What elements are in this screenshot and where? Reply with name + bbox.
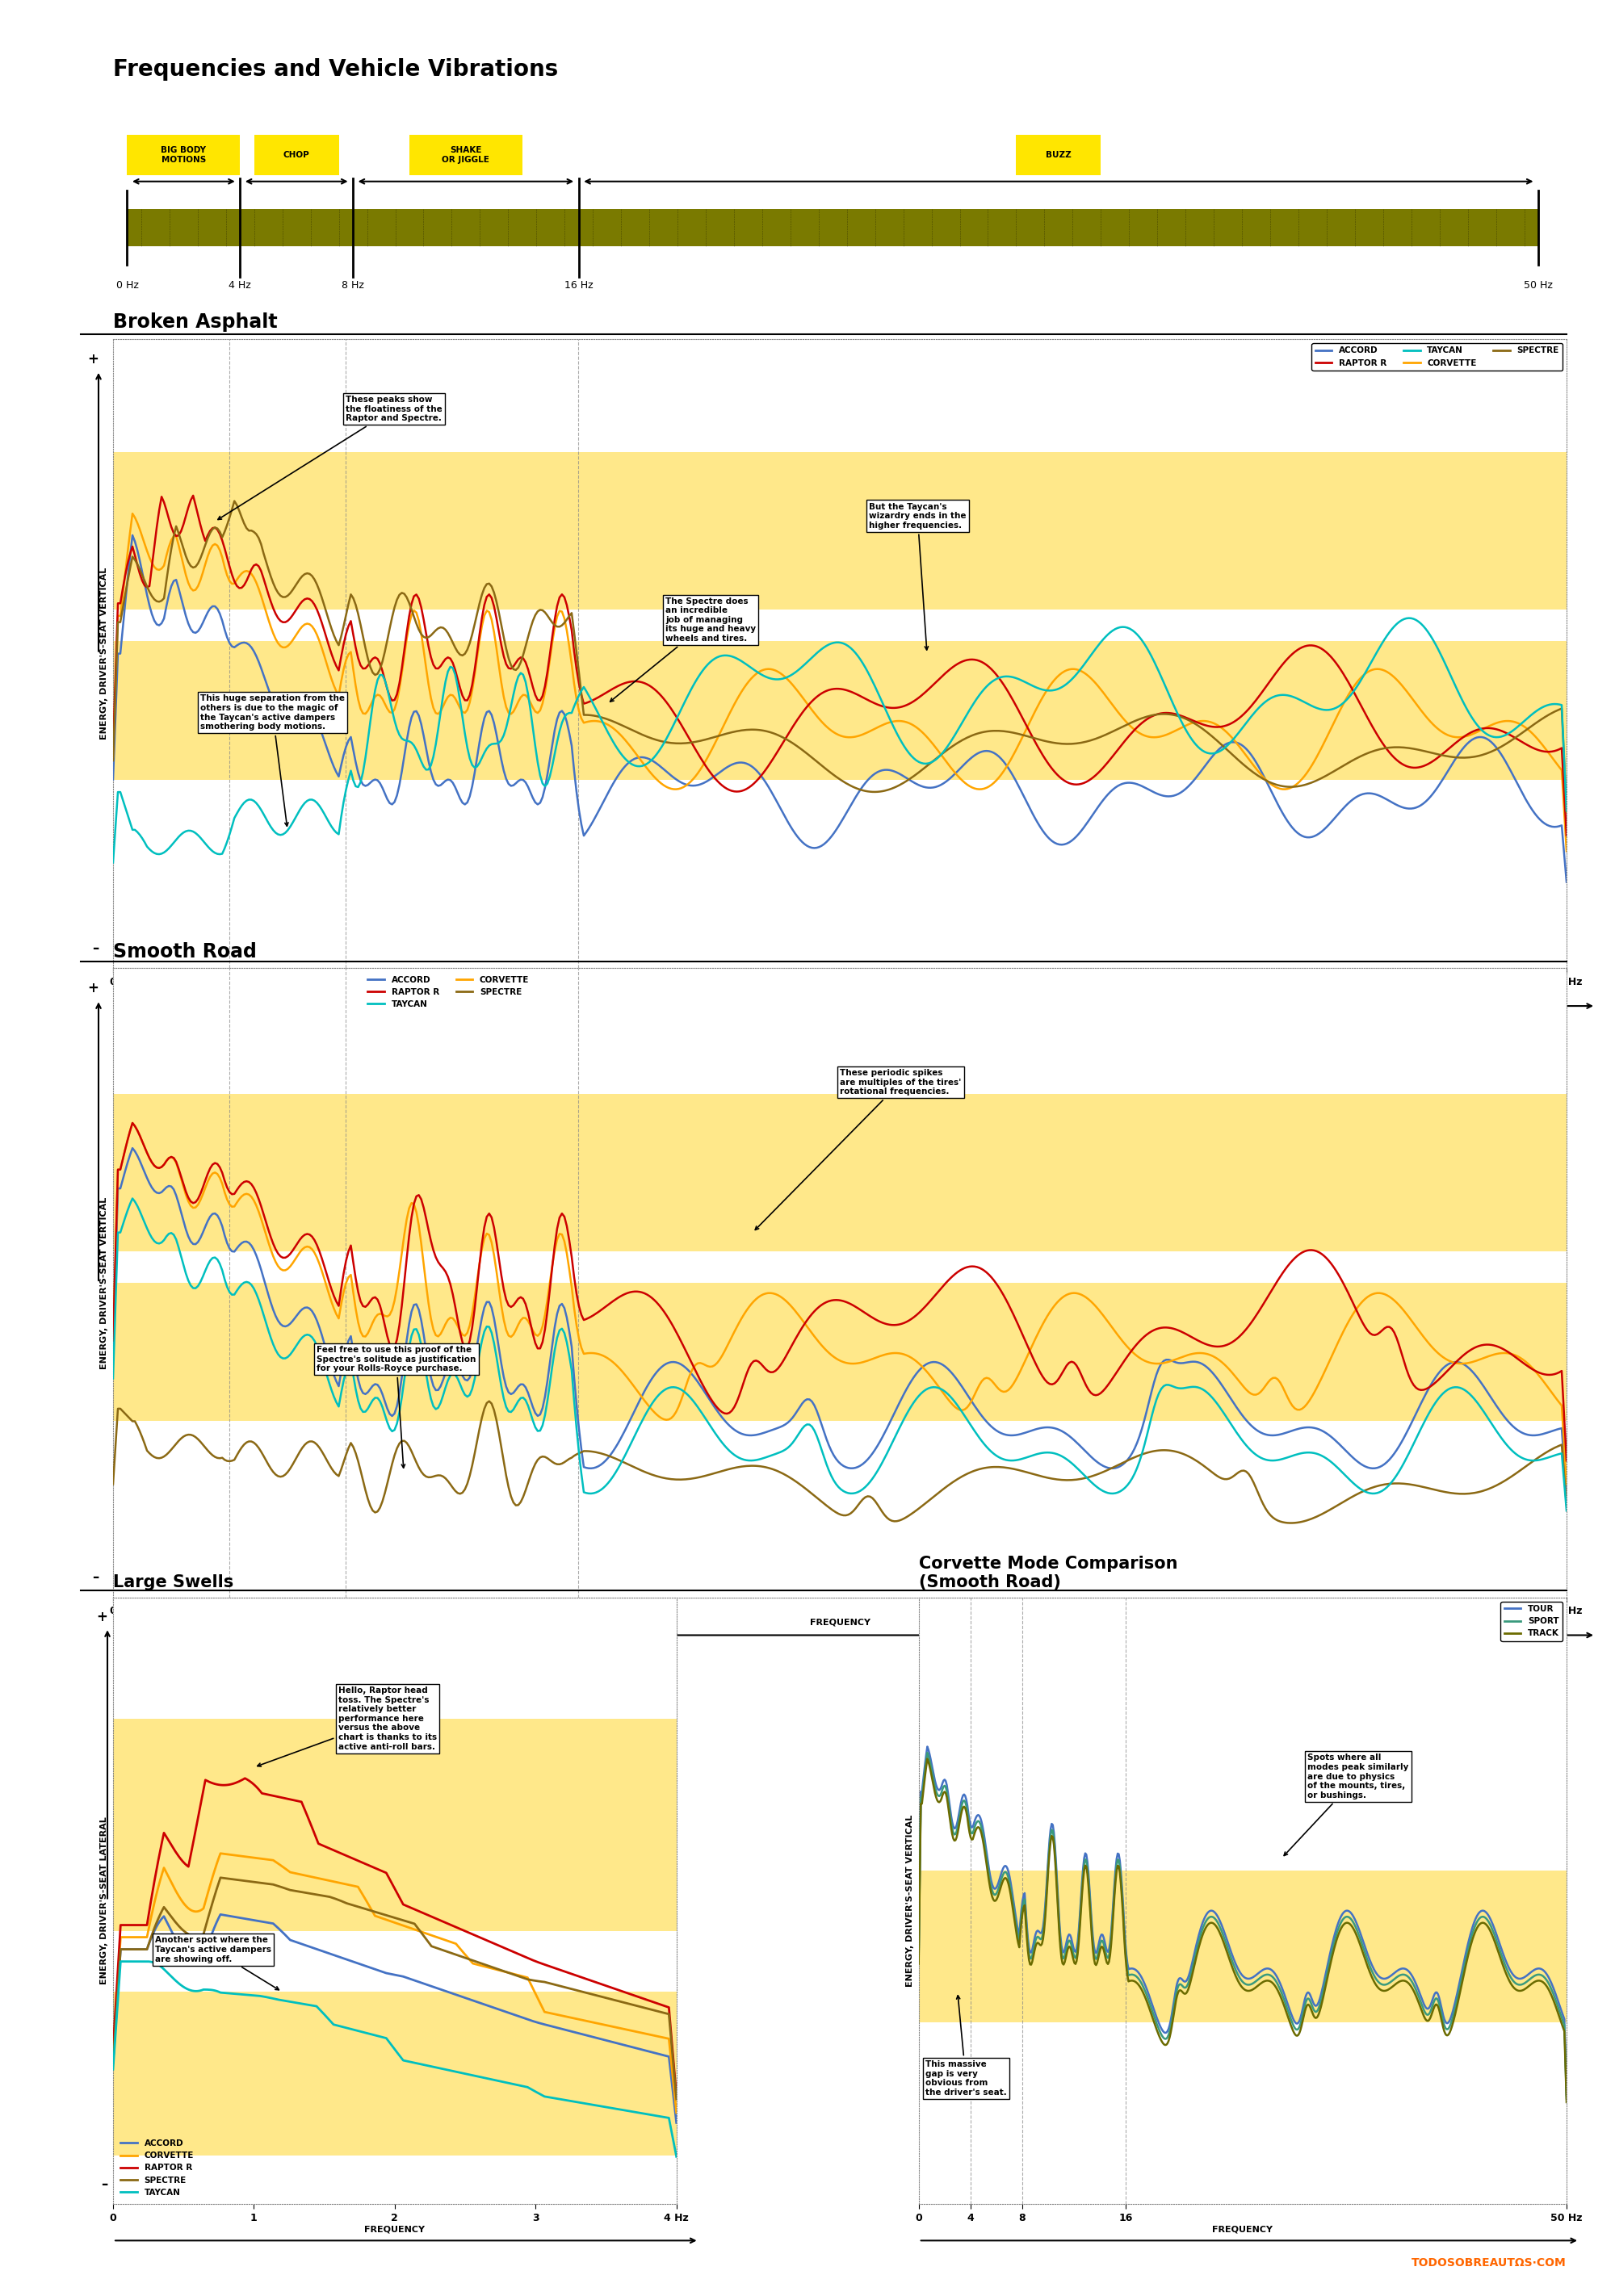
Bar (113, 1283, 1567, 1421)
Legend: TOUR, SPORT, TRACK: TOUR, SPORT, TRACK (1500, 1603, 1562, 1642)
Text: 16 Hz: 16 Hz (564, 280, 593, 292)
Text: Frequencies and Vehicle Vibrations: Frequencies and Vehicle Vibrations (113, 57, 559, 80)
FancyBboxPatch shape (409, 135, 522, 174)
X-axis label: FREQUENCY: FREQUENCY (365, 2225, 425, 2234)
Text: –: – (100, 2177, 108, 2193)
Text: –: – (92, 941, 99, 955)
Text: 0 Hz: 0 Hz (116, 280, 139, 292)
Text: But the Taycan's
wizardry ends in the
higher frequencies.: But the Taycan's wizardry ends in the hi… (869, 503, 966, 650)
Text: +: + (87, 980, 99, 996)
FancyBboxPatch shape (254, 135, 339, 174)
X-axis label: FREQUENCY: FREQUENCY (809, 990, 870, 996)
X-axis label: FREQUENCY: FREQUENCY (1213, 2225, 1273, 2234)
Legend: ACCORD, RAPTOR R, TAYCAN, CORVETTE, SPECTRE: ACCORD, RAPTOR R, TAYCAN, CORVETTE, SPEC… (1311, 342, 1562, 370)
Text: TODOSOBREAUTΩS∙COM: TODOSOBREAUTΩS∙COM (1412, 2257, 1567, 2268)
Text: 50 Hz: 50 Hz (1525, 280, 1552, 292)
Text: Smooth Road: Smooth Road (113, 941, 257, 962)
Text: +: + (87, 351, 99, 365)
Text: Feel free to use this proof of the
Spectre's solitude as justification
for your : Feel free to use this proof of the Spect… (317, 1345, 476, 1467)
Bar (113, 641, 1567, 778)
Text: SHAKE
OR JIGGLE: SHAKE OR JIGGLE (443, 147, 489, 163)
Text: CHOP: CHOP (283, 152, 310, 158)
Text: The Spectre does
an incredible
job of managing
its huge and heavy
wheels and tir: The Spectre does an incredible job of ma… (610, 597, 756, 703)
Legend: ACCORD, RAPTOR R, TAYCAN, CORVETTE, SPECTRE: ACCORD, RAPTOR R, TAYCAN, CORVETTE, SPEC… (365, 974, 533, 1013)
Bar (113, 1720, 677, 1931)
Text: These periodic spikes
are multiples of the tires'
rotational frequencies.: These periodic spikes are multiples of t… (756, 1070, 961, 1231)
Bar (113, 1095, 1567, 1251)
Y-axis label: ENERGY, DRIVER'S-SEAT VERTICAL: ENERGY, DRIVER'S-SEAT VERTICAL (906, 1814, 914, 1986)
Bar (113, 452, 1567, 608)
Y-axis label: ENERGY, DRIVER'S-SEAT VERTICAL: ENERGY, DRIVER'S-SEAT VERTICAL (100, 1196, 108, 1368)
Text: Broken Asphalt: Broken Asphalt (113, 312, 278, 333)
Text: BIG BODY
MOTIONS: BIG BODY MOTIONS (162, 147, 207, 163)
Text: 4 Hz: 4 Hz (229, 280, 252, 292)
Y-axis label: ENERGY, DRIVER'S-SEAT LATERAL: ENERGY, DRIVER'S-SEAT LATERAL (100, 1816, 108, 1984)
Text: Spots where all
modes peak similarly
are due to physics
of the mounts, tires,
or: Spots where all modes peak similarly are… (1284, 1754, 1408, 1855)
Text: Hello, Raptor head
toss. The Spectre's
relatively better
performance here
versus: Hello, Raptor head toss. The Spectre's r… (257, 1688, 438, 1766)
Text: Corvette Mode Comparison
(Smooth Road): Corvette Mode Comparison (Smooth Road) (919, 1557, 1177, 1591)
FancyBboxPatch shape (1016, 135, 1101, 174)
Bar (113, 1993, 677, 2156)
Text: This huge separation from the
others is due to the magic of
the Taycan's active : This huge separation from the others is … (200, 696, 346, 827)
Bar (128, 209, 1539, 246)
X-axis label: FREQUENCY: FREQUENCY (809, 1619, 870, 1626)
Legend: ACCORD, CORVETTE, RAPTOR R, SPECTRE, TAYCAN: ACCORD, CORVETTE, RAPTOR R, SPECTRE, TAY… (118, 2135, 197, 2200)
FancyBboxPatch shape (128, 135, 241, 174)
Text: Large Swells: Large Swells (113, 1575, 234, 1591)
Text: 8 Hz: 8 Hz (342, 280, 365, 292)
Text: Another spot where the
Taycan's active dampers
are showing off.: Another spot where the Taycan's active d… (155, 1936, 279, 1991)
Text: +: + (97, 1609, 108, 1623)
Text: These peaks show
the floatiness of the
Raptor and Spectre.: These peaks show the floatiness of the R… (218, 395, 443, 519)
Bar (919, 1871, 1567, 2023)
Y-axis label: ENERGY, DRIVER'S-SEAT VERTICAL: ENERGY, DRIVER'S-SEAT VERTICAL (100, 567, 108, 739)
Text: BUZZ: BUZZ (1045, 152, 1071, 158)
Text: This massive
gap is very
obvious from
the driver's seat.: This massive gap is very obvious from th… (925, 1995, 1006, 2096)
Text: –: – (92, 1570, 99, 1584)
